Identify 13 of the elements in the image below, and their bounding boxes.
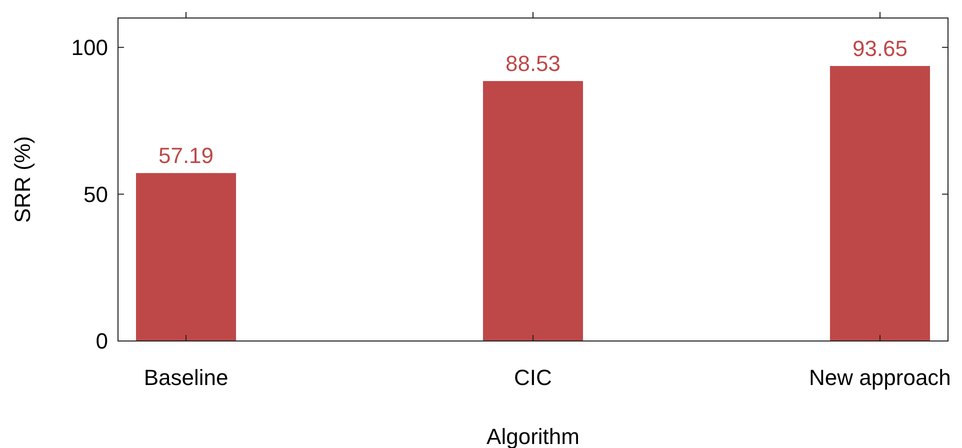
y-tick-label: 50: [84, 182, 108, 207]
y-tick-label: 0: [96, 328, 108, 354]
x-tick-label: New approach: [809, 365, 951, 390]
x-tick-label: CIC: [514, 365, 552, 390]
bar: [483, 81, 583, 341]
bar: [136, 173, 236, 341]
data-label: 88.53: [505, 51, 561, 76]
x-tick-label: Baseline: [144, 365, 228, 390]
bar: [830, 66, 930, 341]
y-axis-title: SRR (%): [10, 136, 35, 223]
data-label: 93.65: [852, 36, 908, 62]
data-label: 57.19: [158, 143, 214, 168]
y-tick-label: 100: [71, 35, 108, 60]
